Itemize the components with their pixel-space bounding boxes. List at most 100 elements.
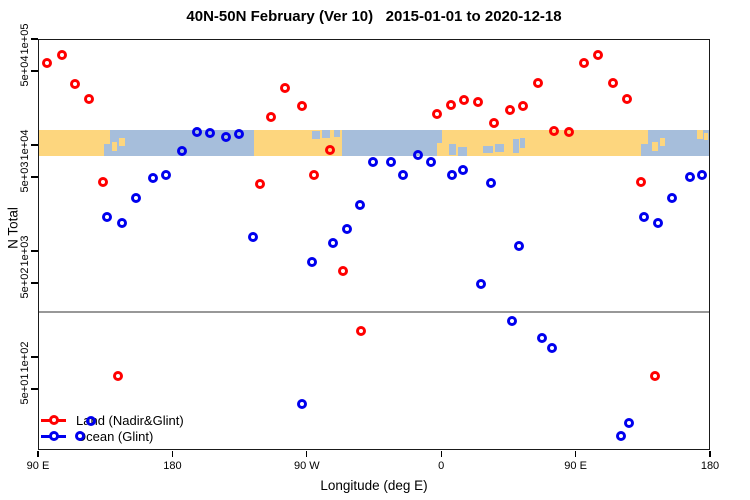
data-point-land [113, 371, 124, 382]
map-band-island [704, 132, 708, 141]
y-axis-tick [31, 250, 38, 252]
data-point-land [621, 93, 632, 104]
x-axis-tick-label: 180 [700, 459, 720, 472]
data-point-ocean [697, 170, 708, 180]
map-band-water [437, 130, 442, 143]
map-band-water [520, 137, 525, 149]
y-axis-tick [31, 70, 38, 72]
legend-line-land [41, 415, 66, 425]
data-point-land [446, 100, 457, 111]
data-point-ocean [624, 417, 635, 428]
data-point-land [431, 109, 442, 120]
data-point-land [70, 79, 81, 90]
map-band-water [103, 144, 110, 157]
data-point-ocean [354, 199, 365, 210]
data-point-land [533, 77, 544, 88]
y-axis-tick-label: 5e+03 [19, 161, 31, 193]
data-point-land [549, 125, 560, 136]
map-band-water [449, 144, 457, 155]
x-axis-tick [37, 450, 39, 457]
legend-line-ocean [41, 431, 66, 441]
data-point-land [265, 111, 276, 122]
data-point-land [308, 170, 319, 180]
data-point-ocean [341, 224, 352, 235]
data-point-ocean [117, 218, 128, 229]
y-axis-tick-label: 5e+02 [19, 267, 31, 299]
data-point-land [473, 97, 484, 108]
map-band-island [651, 141, 658, 151]
y-axis-tick [31, 38, 38, 40]
map-band-island [111, 141, 118, 151]
x-axis-tick [440, 450, 442, 457]
data-point-land [279, 82, 290, 93]
data-point-ocean [458, 164, 469, 175]
map-band-water [494, 144, 504, 153]
data-point-ocean [367, 157, 378, 168]
data-point-ocean [296, 399, 307, 410]
chart-title: 40N-50N February (Ver 10) 2015-01-01 to … [186, 8, 562, 25]
y-axis-tick [31, 282, 38, 284]
y-axis-tick [31, 176, 38, 178]
data-point-ocean [307, 256, 318, 267]
data-point-ocean [398, 170, 409, 180]
data-point-ocean [386, 157, 397, 168]
data-point-ocean [74, 430, 85, 441]
data-point-land [505, 104, 516, 115]
data-point-land [324, 144, 335, 155]
data-point-ocean [191, 126, 202, 137]
threshold-line [38, 310, 710, 314]
x-axis-tick-label: 90 E [564, 459, 587, 472]
data-point-ocean [506, 315, 517, 326]
map-band-land [38, 130, 110, 157]
data-point-land [84, 93, 95, 104]
x-axis-tick [171, 450, 174, 457]
data-point-ocean [684, 171, 695, 182]
data-point-land [356, 325, 366, 336]
data-point-ocean [485, 177, 496, 188]
y-axis-tick-label: 1e+03 [19, 235, 31, 267]
data-point-ocean [615, 430, 626, 441]
data-point-ocean [426, 157, 437, 168]
map-band-island [659, 137, 666, 146]
data-point-ocean [86, 415, 97, 426]
x-axis-tick-label: 90 E [26, 459, 50, 472]
y-axis-tick-label: 5e+04 [19, 55, 31, 87]
data-point-ocean [234, 128, 245, 139]
data-point-land [98, 176, 109, 187]
x-axis-tick-label: 0 [438, 459, 445, 472]
data-point-land [489, 117, 500, 128]
legend-label-ocean: Ocean (Glint) [76, 428, 154, 444]
y-axis-tick-label: 1e+05 [19, 23, 31, 55]
data-point-land [650, 371, 661, 382]
x-axis-tick [306, 450, 308, 457]
map-band-water [483, 145, 494, 154]
data-point-ocean [446, 170, 457, 180]
x-axis-tick-label: 90 W [293, 459, 320, 472]
data-point-ocean [666, 193, 677, 204]
data-point-ocean [247, 231, 258, 242]
y-axis-tick [31, 144, 38, 146]
data-point-ocean [546, 343, 557, 354]
data-point-land [517, 100, 528, 111]
data-point-ocean [536, 333, 547, 344]
map-band-water [457, 146, 468, 156]
data-point-land [592, 50, 603, 61]
data-point-ocean [148, 172, 159, 183]
map-band-water [321, 130, 330, 138]
data-point-ocean [205, 128, 216, 139]
legend-entry-ocean: Ocean (Glint) [41, 428, 153, 444]
data-point-land [41, 58, 52, 69]
data-point-ocean [514, 240, 525, 251]
data-point-land [564, 126, 575, 137]
data-point-ocean [638, 211, 649, 222]
x-axis-tick [574, 450, 577, 457]
x-axis-tick [709, 450, 711, 457]
map-band-water [333, 130, 340, 137]
map-band-water [312, 131, 321, 140]
data-point-ocean [130, 193, 141, 204]
map-band-island [696, 130, 703, 140]
data-point-land [255, 178, 266, 189]
data-point-land [578, 58, 589, 69]
